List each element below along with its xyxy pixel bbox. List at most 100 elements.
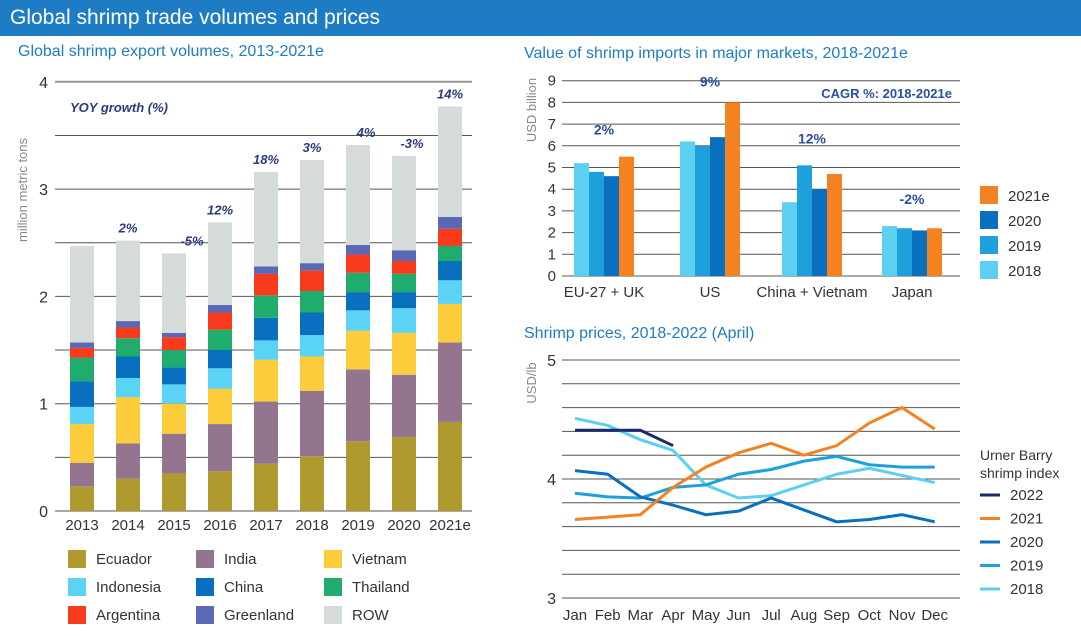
bar-segment-indonesia [300, 335, 324, 357]
bar-segment-ecuador [208, 471, 232, 511]
bar-segment-ecuador [162, 473, 186, 511]
x-tick-label: 2018 [295, 517, 328, 534]
line-2021 [574, 405, 936, 521]
bar-2018 [782, 202, 797, 276]
y-tick-label: 3 [547, 591, 556, 608]
y-tick-label: 1 [548, 246, 556, 263]
y-tick-label: 3 [39, 182, 48, 199]
growth-label: 4% [356, 125, 376, 140]
bar-segment-china [162, 367, 186, 385]
bar-2021e [725, 102, 740, 277]
y-axis-label: USD/lb [524, 362, 539, 403]
y-tick-label: 3 [548, 203, 556, 220]
legend-label: 2019 [1008, 238, 1041, 255]
bar-segment-vietnam [300, 356, 324, 391]
legend-title: Urner Barry [980, 447, 1052, 463]
bar-segment-india [254, 401, 278, 464]
bar-segment-row [116, 240, 140, 322]
y-tick-label: 4 [547, 472, 556, 489]
y-tick-label: 7 [548, 116, 556, 133]
bar-segment-thailand [346, 272, 370, 293]
bar-2018 [574, 163, 589, 276]
bar-segment-row [346, 145, 370, 245]
legend-swatch [196, 578, 214, 596]
y-tick-label: 9 [548, 73, 556, 90]
legend-swatch [68, 606, 86, 624]
y-tick-label: 4 [39, 75, 48, 92]
x-tick-label: EU-27 + UK [564, 284, 644, 301]
bar-2019 [897, 228, 912, 276]
bar-segment-argentina [346, 254, 370, 273]
legend-label: ROW [352, 607, 390, 624]
bar-2020 [912, 230, 927, 276]
bar-2021e [827, 174, 842, 276]
legend-label: India [224, 551, 257, 568]
bar-segment-row [208, 222, 232, 305]
legend-label: Ecuador [96, 551, 152, 568]
x-tick-label: 2016 [203, 517, 236, 534]
bar-2019 [695, 145, 710, 276]
x-tick-label: Jun [726, 607, 750, 624]
bar-segment-greenland [346, 244, 370, 255]
bar-segment-ecuador [70, 486, 94, 511]
bar-segment-vietnam [162, 403, 186, 434]
y-tick-label: 4 [548, 181, 556, 198]
x-tick-label: China + Vietnam [756, 284, 867, 301]
bar-segment-thailand [162, 350, 186, 368]
bar-2019 [797, 165, 812, 276]
x-tick-label: 2013 [65, 517, 98, 534]
legend-label: Vietnam [352, 551, 407, 568]
imports-chart-title: Value of shrimp imports in major markets… [524, 45, 908, 62]
bar-segment-vietnam [438, 303, 462, 343]
legend-swatch [980, 211, 998, 229]
cagr-label: -2% [900, 191, 925, 207]
legend-label: Greenland [224, 607, 294, 624]
legend-label: 2021e [1008, 188, 1050, 205]
bar-segment-ecuador [254, 463, 278, 511]
legend-label: 2022 [1010, 487, 1043, 504]
bar-segment-greenland [392, 250, 416, 261]
bar-segment-china [346, 292, 370, 311]
bar-segment-china [254, 317, 278, 341]
x-tick-label: 2021e [429, 517, 471, 534]
growth-label: 3% [303, 140, 322, 155]
bar-segment-thailand [254, 295, 278, 318]
line-2019 [574, 454, 935, 500]
bar-segment-vietnam [346, 330, 370, 370]
line-2018 [574, 416, 936, 500]
bar-segment-ecuador [300, 456, 324, 511]
y-tick-label: 2 [548, 225, 556, 242]
bar-segment-india [70, 462, 94, 487]
x-tick-label: May [692, 607, 721, 624]
bar-segment-row [254, 171, 278, 267]
x-tick-label: US [700, 284, 721, 301]
x-tick-label: Sep [823, 607, 850, 624]
bar-segment-india [346, 369, 370, 442]
bar-2021e [619, 156, 634, 276]
bar-segment-greenland [438, 216, 462, 229]
bar-segment-vietnam [70, 424, 94, 463]
legend-swatch [196, 550, 214, 568]
bar-segment-china [70, 381, 94, 407]
bar-segment-china [208, 350, 232, 369]
bar-segment-indonesia [346, 310, 370, 331]
legend-swatch [68, 578, 86, 596]
bar-segment-greenland [70, 342, 94, 348]
bar-segment-india [208, 424, 232, 472]
bar-segment-india [300, 390, 324, 457]
bar-2019 [589, 171, 604, 276]
bar-segment-row [162, 253, 186, 333]
bar-segment-indonesia [254, 340, 278, 360]
bar-segment-thailand [208, 329, 232, 351]
bar-segment-greenland [208, 304, 232, 313]
bar-segment-india [392, 374, 416, 437]
growth-label: -5% [180, 233, 204, 248]
bar-segment-argentina [254, 273, 278, 296]
legend-label: 2019 [1010, 558, 1043, 575]
x-tick-label: 2014 [111, 517, 144, 534]
y-tick-label: 0 [548, 268, 556, 285]
annotation: YOY growth (%) [70, 100, 168, 115]
bar-segment-thailand [116, 338, 140, 357]
x-tick-label: 2020 [387, 517, 420, 534]
